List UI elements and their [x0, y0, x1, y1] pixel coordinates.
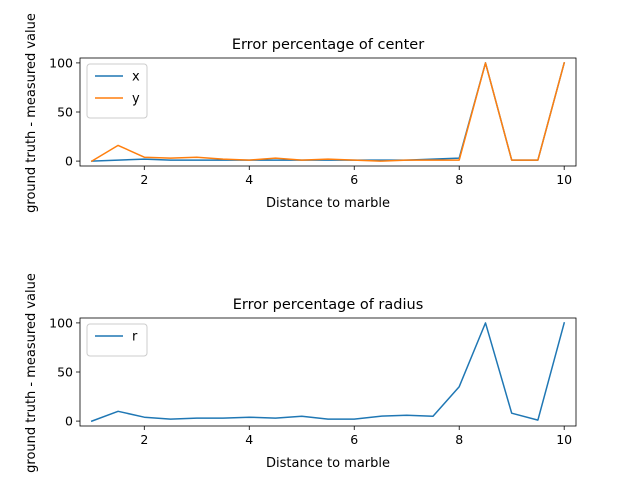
- legend-label-x: x: [132, 70, 140, 85]
- legend-frame: [86, 323, 148, 357]
- subplot-radius: Error percentage of radius Distance to m…: [24, 273, 577, 473]
- y-axis-label: ground truth - measured value: [24, 13, 39, 213]
- x-tick-label: 10: [556, 432, 572, 447]
- legend-label-y: y: [132, 92, 140, 107]
- y-axis-label: ground truth - measured value: [24, 273, 39, 473]
- x-axis-label: Distance to marble: [266, 456, 390, 471]
- x-tick-label: 2: [140, 432, 148, 447]
- x-tick-label: 6: [350, 172, 358, 187]
- x-tick-label: 6: [350, 432, 358, 447]
- y-tick-label: 100: [49, 55, 73, 70]
- x-tick-label: 8: [455, 172, 463, 187]
- x-tick-label: 8: [455, 432, 463, 447]
- series-line-r: [90, 321, 566, 423]
- y-tick-label: 100: [49, 315, 73, 330]
- legend-frame: [86, 63, 148, 119]
- chart-title: Error percentage of center: [232, 37, 424, 53]
- x-tick-label: 10: [556, 172, 572, 187]
- x-tick-label: 4: [245, 172, 253, 187]
- x-tick-label: 2: [140, 172, 148, 187]
- series-line-y: [90, 61, 566, 163]
- y-tick-label: 50: [57, 365, 73, 380]
- chart-title: Error percentage of radius: [233, 297, 424, 313]
- x-tick-label: 4: [245, 432, 253, 447]
- legend: r: [86, 323, 148, 357]
- y-tick-label: 0: [65, 154, 73, 169]
- subplot-center: Error percentage of center Distance to m…: [24, 13, 577, 213]
- y-tick-label: 50: [57, 105, 73, 120]
- legend: xy: [86, 63, 148, 119]
- x-axis-label: Distance to marble: [266, 196, 390, 211]
- y-tick-label: 0: [65, 414, 73, 429]
- legend-label-r: r: [132, 330, 138, 345]
